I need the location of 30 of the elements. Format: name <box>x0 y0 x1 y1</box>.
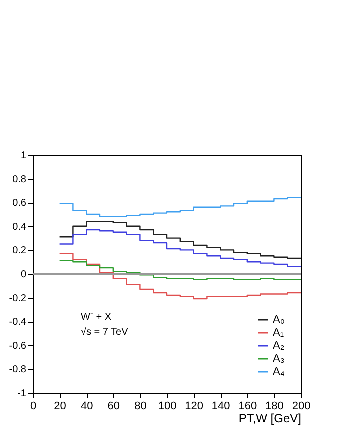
y-tick-label: 1 <box>20 150 27 162</box>
x-tick-label: 60 <box>108 400 120 412</box>
legend-label: A₀ <box>273 314 285 326</box>
y-tick-label: 0.6 <box>12 198 27 210</box>
x-tick-label: 100 <box>158 400 177 412</box>
y-tick-label: 0 <box>20 270 27 280</box>
x-tick-label: 140 <box>212 400 230 412</box>
legend-label: A₂ <box>273 340 285 352</box>
y-tick-label: 0.4 <box>12 222 27 233</box>
y-tick-label: -0.8 <box>9 364 27 376</box>
y-tick-label: -0.2 <box>9 293 27 304</box>
y-tick-label: -0.6 <box>9 340 27 352</box>
x-tick-label: 120 <box>185 400 204 412</box>
y-tick-label: 0.8 <box>12 174 27 186</box>
annotation: √s = 7 TeV <box>81 327 129 338</box>
x-axis-title: PT,W [GeV] <box>238 412 302 426</box>
legend-label: A₃ <box>273 353 285 365</box>
x-tick-label: 80 <box>134 400 147 412</box>
legend-label: A₄ <box>273 366 286 378</box>
y-tick-label: 0.2 <box>12 246 27 257</box>
annotation: W⁻ + X <box>81 312 112 323</box>
x-tick-label: 20 <box>54 400 66 412</box>
legend-label: A₁ <box>273 327 284 339</box>
x-tick-label: 0 <box>30 400 37 412</box>
y-tick-label: -0.4 <box>9 317 27 328</box>
x-tick-label: 160 <box>238 400 258 412</box>
x-tick-label: 180 <box>266 400 284 412</box>
x-tick-label: 200 <box>292 400 311 412</box>
x-tick-label: 40 <box>80 400 94 412</box>
y-tick-label: -1 <box>18 388 27 400</box>
